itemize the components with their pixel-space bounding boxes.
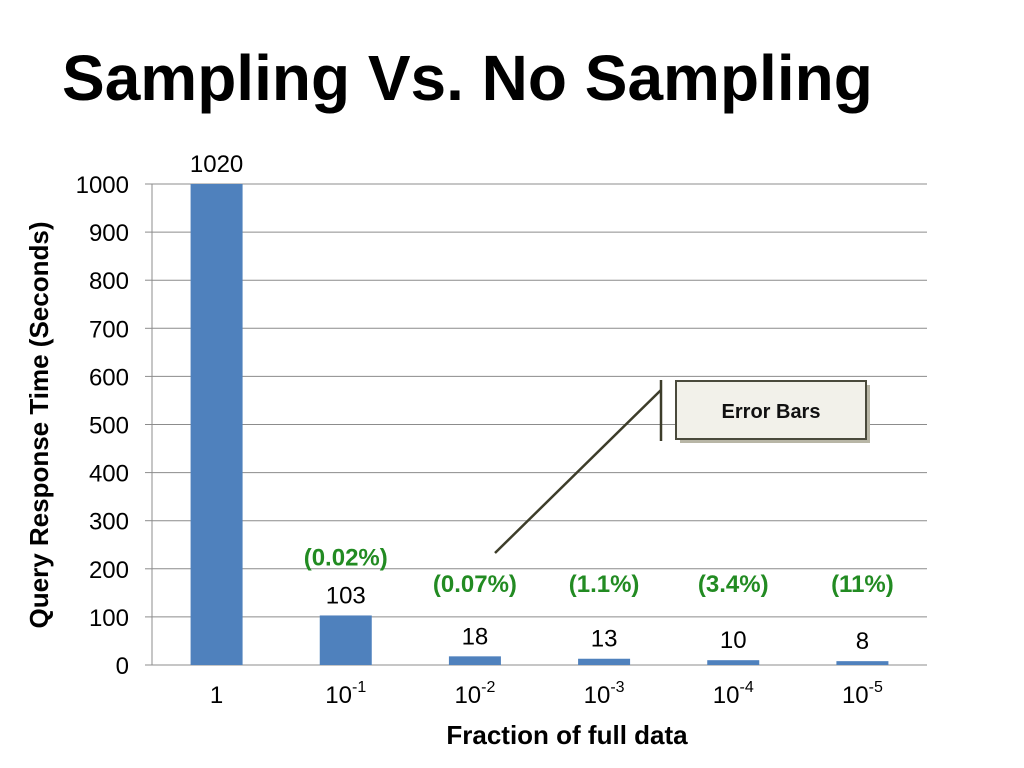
value-labels: 1020 103 18 13 10 8 [190,151,869,655]
value-label: 18 [462,623,489,650]
x-tick-label: 1 [210,682,223,709]
bar [836,661,889,665]
callout-leader-line [494,389,662,554]
bar [707,660,760,665]
page-title: Sampling Vs. No Sampling [62,42,873,114]
y-tick-label: 400 [89,461,129,488]
error-label: (3.4%) [698,571,769,598]
bar [190,184,243,665]
y-tick-label: 0 [116,653,129,680]
value-label: 10 [720,627,747,654]
bar [578,658,631,665]
x-axis-ticks: 1 10-1 10-2 10-3 10-4 10-5 [210,679,883,709]
y-tick-label: 700 [89,316,129,343]
value-label: 1020 [190,151,243,178]
bar [448,656,501,665]
y-tick-label: 300 [89,509,129,536]
callout-label: Error Bars [722,401,821,423]
y-tick-label: 800 [89,268,129,295]
y-axis-ticks: 0 100 200 300 400 500 600 700 800 900 1000 [76,172,129,680]
error-labels: (0.02%) (0.07%) (1.1%) (3.4%) (11%) [304,544,894,598]
y-axis-title: Query Response Time (Seconds) [24,222,54,629]
y-tick-label: 600 [89,364,129,391]
x-tick-label: 10-1 [325,679,366,709]
x-axis-title: Fraction of full data [446,720,688,750]
value-label: 13 [591,626,618,653]
error-label: (11%) [831,571,894,598]
x-tick-label: 10-4 [713,679,754,709]
bar [319,615,372,665]
value-label: 103 [326,582,366,609]
y-tick-label: 1000 [76,172,129,199]
y-tick-label: 500 [89,413,129,440]
error-label: (1.1%) [569,571,640,598]
error-bars-callout: Error Bars [494,380,870,554]
x-tick-label: 10-2 [454,679,495,709]
bars [190,184,889,665]
x-tick-label: 10-3 [584,679,625,709]
callout-box [675,380,867,440]
x-tick-label: 10-5 [842,679,883,709]
y-tick-label: 100 [89,605,129,632]
y-tick-label: 200 [89,557,129,584]
error-label: (0.02%) [304,544,388,571]
error-label: (0.07%) [433,571,517,598]
value-label: 8 [856,628,869,655]
y-tick-label: 900 [89,220,129,247]
